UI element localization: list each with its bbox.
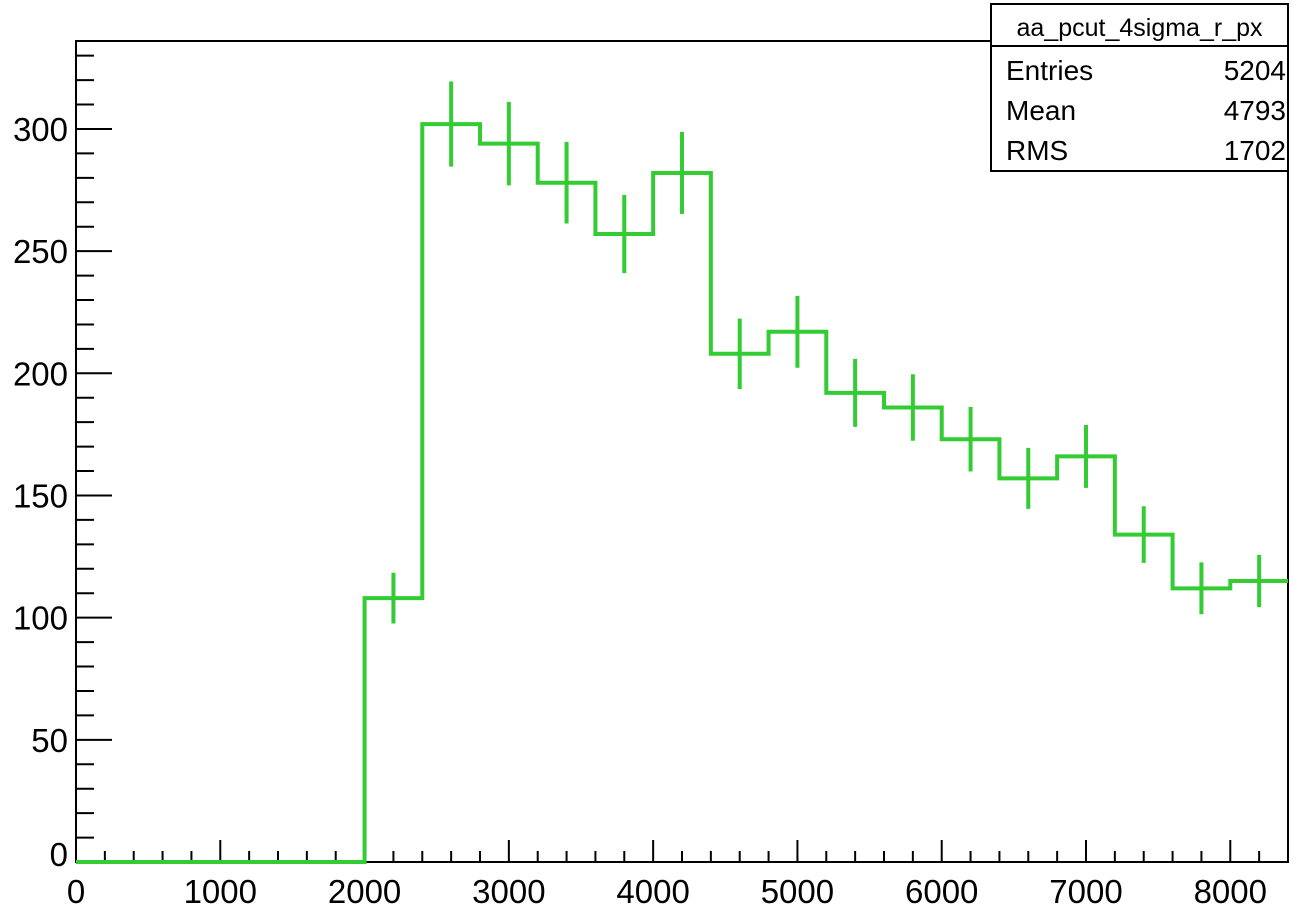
x-tick-label: 3000	[472, 873, 545, 904]
stats-box: aa_pcut_4sigma_r_px Entries 5204 Mean 47…	[990, 3, 1289, 172]
x-tick-label: 8000	[1194, 873, 1267, 904]
histogram-series	[76, 122, 1288, 864]
stats-entries-label: Entries	[1006, 55, 1093, 86]
x-tick-label: 1000	[184, 873, 257, 904]
y-tick-label: 0	[50, 836, 68, 873]
error-bars	[391, 81, 1262, 624]
stats-box-frame	[990, 3, 1289, 172]
stats-entries-value: 5204	[1224, 55, 1286, 86]
stats-box-title: aa_pcut_4sigma_r_px	[1017, 14, 1263, 42]
histogram-line	[76, 122, 1288, 864]
x-tick-label: 4000	[616, 873, 689, 904]
tick-labels: 0 1000 2000 3000 4000 5000 6000 7000 8000 0 50 100 1…	[13, 111, 1267, 904]
stats-rms-label: RMS	[1006, 135, 1068, 166]
y-tick-label: 200	[13, 355, 68, 392]
x-tick-label: 6000	[905, 873, 978, 904]
stats-mean-label: Mean	[1006, 95, 1076, 126]
y-tick-label: 100	[13, 600, 68, 637]
y-tick-label: 300	[13, 111, 68, 148]
y-tick-label: 250	[13, 233, 68, 270]
x-tick-label: 2000	[328, 873, 401, 904]
x-tick-label: 7000	[1049, 873, 1122, 904]
stats-mean-value: 4793	[1224, 95, 1286, 126]
y-tick-label: 150	[13, 477, 68, 514]
x-tick-label: 5000	[761, 873, 834, 904]
y-tick-label: 50	[31, 722, 68, 759]
x-tick-label: 0	[67, 873, 85, 904]
stats-rms-value: 1702	[1224, 135, 1286, 166]
